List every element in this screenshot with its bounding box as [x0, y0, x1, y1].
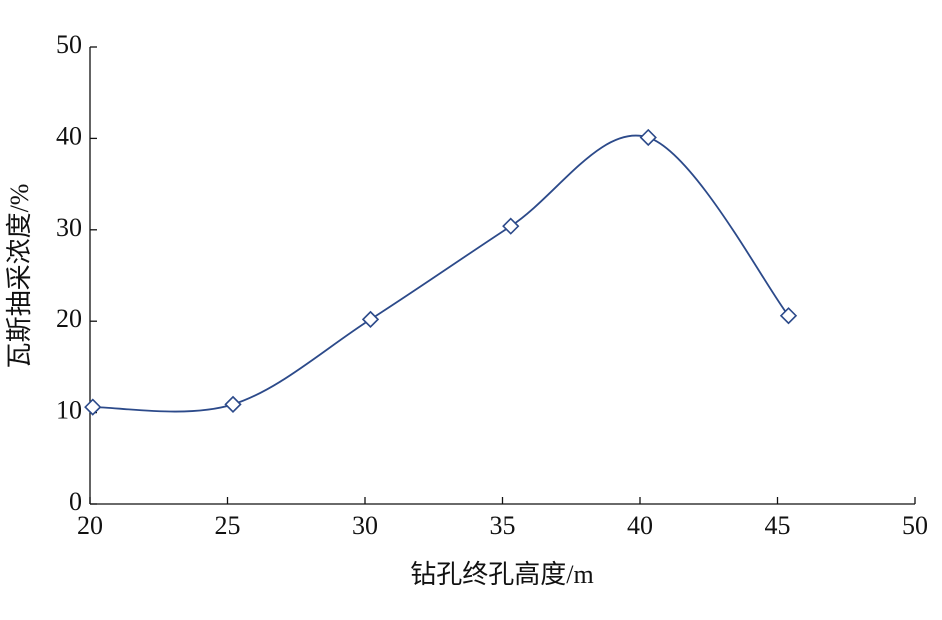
y-tick-label: 50	[56, 30, 82, 59]
x-axis-label: 钻孔终孔高度/m	[410, 560, 593, 589]
x-tick-label: 50	[902, 511, 928, 540]
x-tick-label: 25	[215, 511, 241, 540]
marker	[639, 128, 657, 147]
y-tick-label: 40	[56, 121, 82, 150]
x-tick-label: 20	[77, 511, 103, 540]
x-tick-label: 45	[765, 511, 791, 540]
y-tick-label: 10	[56, 396, 82, 425]
x-tick-label: 35	[490, 511, 516, 540]
marker	[779, 307, 798, 325]
x-tick-label: 30	[352, 511, 378, 540]
x-tick-label: 40	[627, 511, 653, 540]
y-tick-label: 20	[56, 304, 82, 333]
marker	[224, 395, 242, 414]
y-tick-label: 30	[56, 213, 82, 242]
marker	[361, 310, 380, 329]
y-axis-label: 瓦斯抽采浓度/%	[5, 184, 34, 369]
marker	[84, 398, 102, 416]
marker	[502, 217, 520, 235]
line	[92, 134, 790, 413]
y-tick-label: 0	[69, 487, 82, 516]
